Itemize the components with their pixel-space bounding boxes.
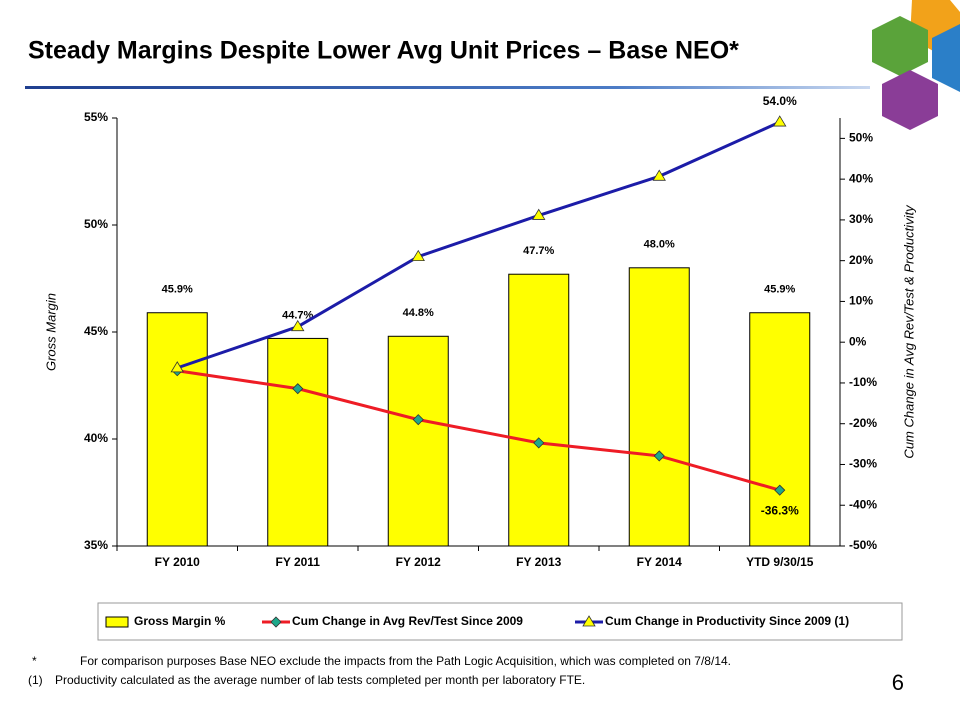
footnote-text: For comparison purposes Base NEO exclude… xyxy=(80,654,731,668)
bar xyxy=(267,337,329,547)
y2-tick-label: -20% xyxy=(849,416,877,430)
y2-tick-label: 20% xyxy=(849,253,873,267)
legend-label: Cum Change in Avg Rev/Test Since 2009 xyxy=(292,614,523,628)
line-marker xyxy=(292,383,304,395)
data-label: -36.3% xyxy=(761,503,799,517)
line xyxy=(177,369,781,492)
line xyxy=(176,120,781,370)
data-label: 44.7% xyxy=(282,309,313,321)
data-label: 54.0% xyxy=(763,94,797,108)
y2-tick-label: -40% xyxy=(849,497,877,511)
line-marker xyxy=(533,437,545,449)
line-marker xyxy=(532,208,546,220)
data-label: 44.8% xyxy=(403,307,434,319)
y-tick-label: 45% xyxy=(84,324,108,338)
y2-tick-label: -10% xyxy=(849,375,877,389)
legend-marker xyxy=(582,615,596,627)
legend-label: Gross Margin % xyxy=(134,614,226,628)
line-marker xyxy=(412,414,424,426)
x-tick-label: YTD 9/30/15 xyxy=(746,555,814,569)
y2-tick-label: 40% xyxy=(849,171,873,185)
page-number: 6 xyxy=(892,670,904,695)
x-tick-label: FY 2011 xyxy=(276,555,321,569)
y-tick-label: 40% xyxy=(84,431,108,445)
bar xyxy=(749,312,811,547)
bar xyxy=(387,335,449,547)
x-tick-label: FY 2012 xyxy=(396,555,441,569)
y-tick-label: 35% xyxy=(84,538,108,552)
y-tick-label: 50% xyxy=(84,217,108,231)
y-tick-label: 55% xyxy=(84,110,108,124)
line-marker xyxy=(291,319,305,332)
legend-marker xyxy=(270,616,282,628)
line-marker xyxy=(170,361,184,373)
line-marker xyxy=(773,115,787,127)
data-label: 48.0% xyxy=(644,239,675,251)
x-tick-label: FY 2013 xyxy=(516,555,561,569)
y2-tick-label: 10% xyxy=(849,294,873,308)
legend-swatch xyxy=(105,616,129,628)
data-label: 47.7% xyxy=(523,245,554,257)
line-marker xyxy=(652,169,666,181)
line-marker xyxy=(653,450,665,462)
footnote-text: Productivity calculated as the average n… xyxy=(55,673,585,687)
y2-tick-label: -30% xyxy=(849,457,877,471)
legend xyxy=(97,602,903,641)
y2-tick-label: -50% xyxy=(849,538,877,552)
y2-tick-label: 0% xyxy=(849,334,867,348)
bar xyxy=(508,273,570,547)
title-rule xyxy=(25,86,870,89)
y2-axis-title: Cum Change in Avg Rev/Test & Productivit… xyxy=(901,204,916,459)
legend-label: Cum Change in Productivity Since 2009 (1… xyxy=(605,614,849,628)
hexagon-decoration xyxy=(872,0,960,130)
data-label: 45.9% xyxy=(764,284,795,296)
line-marker xyxy=(774,484,786,496)
y-axis-title: Gross Margin xyxy=(43,293,58,371)
footnote-marker: * xyxy=(32,654,37,668)
data-label: 45.9% xyxy=(162,284,193,296)
bar xyxy=(146,312,208,547)
y2-tick-label: 50% xyxy=(849,131,873,145)
x-tick-label: FY 2010 xyxy=(155,555,200,569)
line-marker xyxy=(411,249,425,261)
y2-tick-label: 30% xyxy=(849,212,873,226)
chart-title: Steady Margins Despite Lower Avg Unit Pr… xyxy=(28,37,739,65)
footnote-marker: (1) xyxy=(28,673,43,687)
bar xyxy=(628,267,690,547)
x-tick-label: FY 2014 xyxy=(637,555,682,569)
